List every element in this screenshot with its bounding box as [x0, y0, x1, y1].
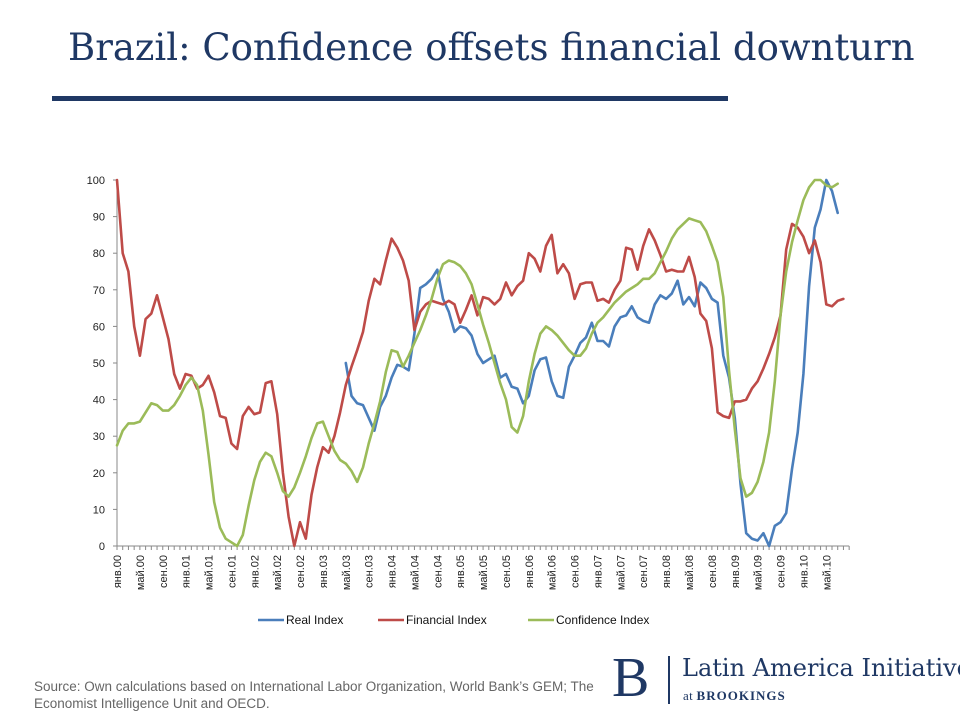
y-tick-label: 70: [93, 285, 105, 297]
logo-name: Latin America Initiative: [682, 654, 960, 682]
x-tick-label: сен.08: [707, 555, 719, 588]
x-tick-label: сен.02: [295, 555, 307, 588]
x-tick-label: янв.04: [387, 555, 399, 588]
logo-subtitle: at BROOKINGS: [683, 688, 786, 704]
x-tick-label: май.04: [409, 555, 421, 590]
x-tick-label: янв.06: [524, 555, 536, 588]
legend-label: Real Index: [286, 613, 343, 627]
y-tick-label: 50: [93, 358, 105, 370]
logo-separator: [668, 656, 670, 704]
y-tick-label: 90: [93, 212, 105, 224]
x-tick-label: янв.09: [730, 555, 742, 588]
x-tick-label: янв.07: [592, 555, 604, 588]
x-tick-label: май.07: [615, 555, 627, 590]
y-tick-label: 10: [93, 504, 105, 516]
source-note: Source: Own calculations based on Intern…: [34, 679, 594, 711]
x-tick-label: май.06: [547, 555, 559, 590]
legend-label: Confidence Index: [556, 613, 649, 627]
logo-sub-prefix: at: [683, 688, 697, 703]
x-tick-label: янв.01: [181, 555, 193, 588]
slide-title: Brazil: Confidence offsets financial dow…: [68, 26, 915, 69]
y-tick-label: 0: [99, 541, 105, 553]
x-tick-label: янв.03: [318, 555, 330, 588]
x-tick-label: май.10: [821, 555, 833, 590]
x-tick-label: сен.06: [570, 555, 582, 588]
x-tick-label: сен.03: [364, 555, 376, 588]
logo-sub-org: BROOKINGS: [696, 688, 786, 703]
x-tick-label: май.00: [135, 555, 147, 590]
x-tick-label: янв.08: [661, 555, 673, 588]
x-tick-label: янв.10: [798, 555, 810, 588]
y-tick-label: 30: [93, 431, 105, 443]
x-tick-label: сен.01: [226, 555, 238, 588]
x-tick-label: сен.05: [501, 555, 513, 588]
x-tick-label: май.05: [478, 555, 490, 590]
x-tick-label: май.01: [204, 555, 216, 590]
series-line-confidence-index: [115, 178, 840, 548]
series-line-real-index: [344, 178, 840, 548]
y-tick-label: 40: [93, 395, 105, 407]
y-tick-label: 60: [93, 321, 105, 333]
series-line-financial-index: [115, 178, 845, 548]
brookings-b-mark: B: [612, 647, 650, 709]
x-tick-label: май.02: [272, 555, 284, 590]
x-tick-label: янв.00: [112, 555, 124, 588]
brookings-logo: B Latin America Initiative at BROOKINGS: [606, 647, 960, 712]
x-tick-label: сен.09: [776, 555, 788, 588]
legend-label: Financial Index: [406, 613, 487, 627]
x-tick-label: янв.02: [249, 555, 261, 588]
x-tick-label: янв.05: [455, 555, 467, 588]
x-tick-label: сен.04: [432, 555, 444, 588]
y-tick-label: 80: [93, 248, 105, 260]
title-underline: [52, 96, 728, 101]
y-tick-label: 20: [93, 468, 105, 480]
x-tick-label: сен.00: [158, 555, 170, 588]
x-tick-label: май.03: [341, 555, 353, 590]
x-tick-label: сен.07: [638, 555, 650, 588]
x-tick-label: май.09: [753, 555, 765, 590]
y-tick-label: 100: [87, 175, 105, 187]
x-tick-label: май.08: [684, 555, 696, 590]
